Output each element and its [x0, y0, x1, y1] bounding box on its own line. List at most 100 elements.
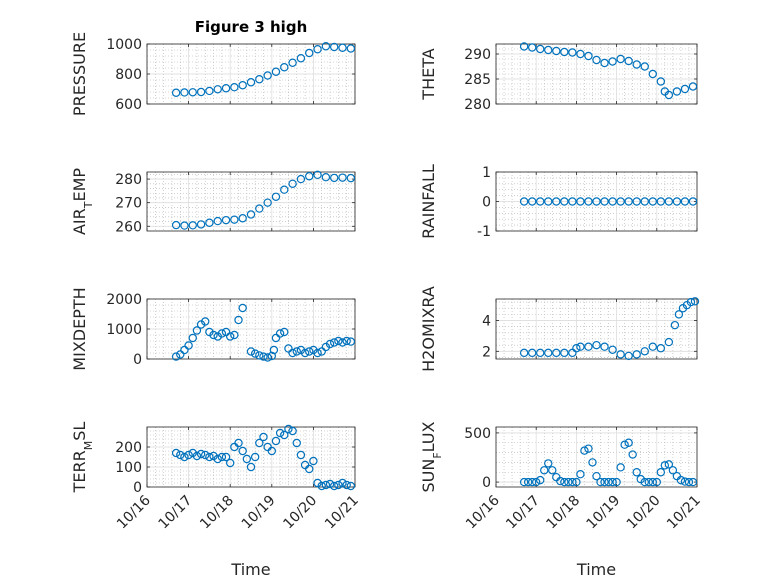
y-tick-label: 0 — [482, 195, 491, 211]
data-point — [188, 333, 197, 343]
chart-panel-1: 280 285 290 THETA — [419, 42, 698, 113]
data-point — [576, 470, 585, 479]
data-point — [230, 330, 239, 340]
data-point — [346, 481, 356, 491]
data-point — [592, 197, 601, 206]
data-point — [209, 330, 218, 340]
y-tick-label: 1 — [482, 165, 491, 181]
data-point — [184, 450, 193, 460]
data-point — [632, 197, 641, 206]
data-point — [584, 342, 593, 351]
data-point — [263, 353, 272, 362]
data-point — [519, 348, 529, 358]
data-point — [592, 55, 601, 65]
chart-panel-3: -1 0 1 RAINFALL — [419, 164, 698, 240]
data-point — [234, 315, 243, 325]
data-point — [267, 446, 276, 456]
chart-panel-0: 600 800 1000 PRESSURE Figure 3 high — [70, 18, 356, 116]
data-point — [616, 54, 625, 64]
data-point — [288, 58, 297, 67]
data-point — [548, 466, 557, 475]
data-point — [196, 220, 206, 229]
data-point — [271, 192, 281, 201]
data-point — [205, 452, 214, 462]
data-point — [171, 352, 181, 361]
data-point — [680, 197, 690, 206]
data-point — [330, 338, 339, 347]
data-point — [325, 339, 335, 349]
data-point — [664, 460, 674, 469]
data-point — [596, 477, 605, 487]
data-point — [600, 477, 609, 487]
data-point — [644, 477, 653, 487]
data-point — [213, 454, 222, 464]
x-tick-label: 10/18 — [543, 493, 583, 533]
data-point — [280, 430, 289, 440]
data-point — [624, 351, 633, 361]
y-tick-label: 1000 — [106, 37, 142, 53]
data-point — [527, 43, 537, 52]
ylabel-5: H2OMIXRA — [419, 286, 438, 372]
data-point — [640, 477, 649, 487]
data-point — [640, 347, 649, 356]
data-point — [346, 337, 356, 346]
x-tick-label: 10/19 — [584, 493, 624, 533]
data-point — [688, 197, 698, 206]
data-point — [584, 197, 593, 206]
data-point — [238, 214, 247, 223]
data-point — [317, 347, 326, 356]
y-tick-label: 290 — [464, 47, 491, 63]
data-point — [560, 477, 569, 487]
x-tick-label: 10/20 — [624, 493, 664, 533]
data-point — [238, 81, 247, 90]
x-tick-label: 10/17 — [156, 493, 196, 533]
data-point — [313, 348, 322, 358]
series-points — [519, 438, 698, 487]
axes-background — [147, 172, 355, 231]
data-point — [305, 172, 314, 181]
series-points — [171, 424, 356, 491]
data-point — [523, 477, 533, 487]
data-point — [305, 464, 314, 474]
data-point — [552, 197, 561, 206]
data-point — [205, 86, 214, 96]
data-point — [221, 215, 231, 225]
data-point — [217, 329, 227, 338]
x-tick-label: 10/20 — [280, 493, 320, 533]
data-point — [568, 197, 577, 206]
data-point — [238, 303, 247, 313]
data-point — [246, 78, 256, 87]
chart-panel-4: 0 1000 2000 MIXDEPTH — [70, 287, 356, 371]
data-point — [313, 170, 322, 180]
data-point — [213, 85, 222, 94]
data-point — [664, 90, 674, 100]
data-point — [230, 82, 239, 92]
y-tick-label: 270 — [115, 196, 142, 212]
data-point — [346, 173, 356, 183]
axes-frame — [495, 298, 698, 360]
data-point — [674, 310, 684, 319]
data-point — [648, 69, 657, 79]
data-point — [684, 477, 694, 487]
data-point — [519, 477, 529, 487]
axes-frame — [146, 426, 356, 488]
data-point — [259, 352, 268, 361]
data-point — [188, 88, 197, 97]
data-point — [648, 197, 657, 206]
data-point — [313, 45, 322, 54]
data-point — [616, 197, 625, 206]
data-point — [620, 440, 629, 449]
data-point — [221, 452, 231, 462]
data-point — [259, 432, 268, 442]
data-point — [321, 42, 331, 51]
data-point — [305, 347, 314, 356]
data-point — [527, 197, 537, 206]
data-point — [180, 221, 189, 230]
data-point — [576, 197, 585, 206]
axes-background — [496, 427, 697, 487]
x-tick-label: 10/19 — [239, 493, 279, 533]
axes-frame — [495, 43, 698, 105]
data-point — [608, 345, 617, 354]
